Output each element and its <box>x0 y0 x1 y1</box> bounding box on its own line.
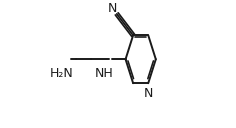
Text: H₂N: H₂N <box>49 67 73 80</box>
Text: NH: NH <box>95 67 114 80</box>
Text: N: N <box>143 87 153 100</box>
Text: N: N <box>108 2 117 15</box>
